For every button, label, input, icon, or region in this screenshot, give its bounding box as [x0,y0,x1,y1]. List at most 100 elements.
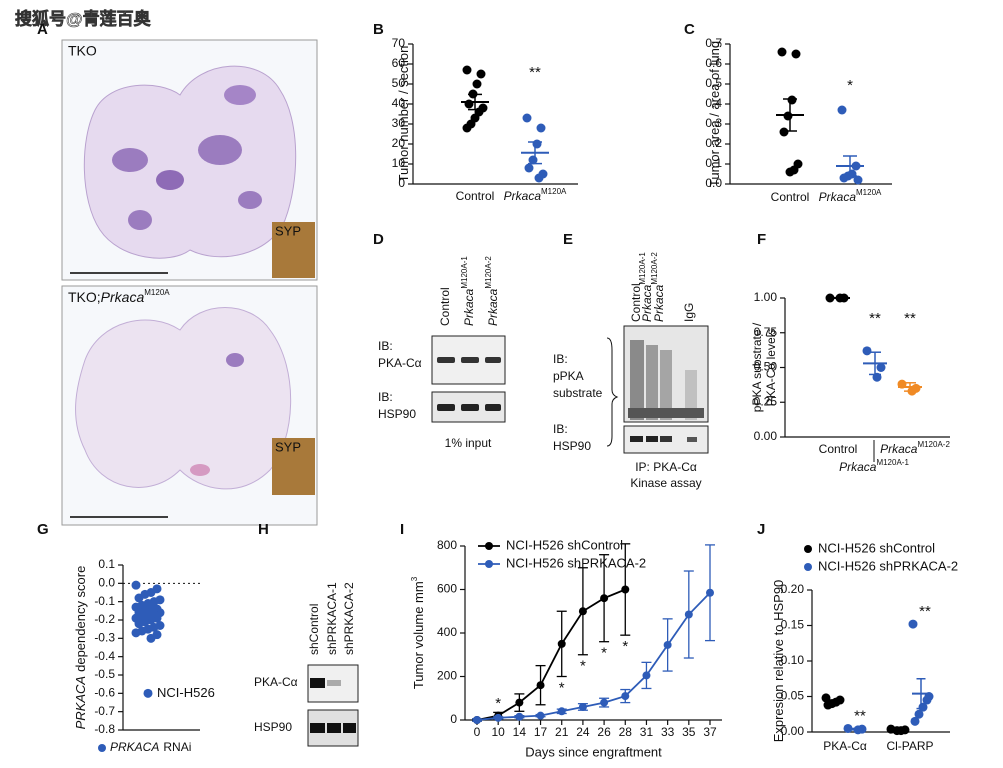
y-tick-label: 0.50 [754,360,778,374]
blot-e [606,325,709,454]
blot-h [307,664,359,747]
data-point [791,49,801,59]
data-point [134,619,144,629]
micrograph-top [61,39,318,281]
data-point [515,698,524,707]
panel-letter: B [373,21,384,38]
column-label: PrkacaM120A-1 [638,252,654,322]
data-point [131,580,141,590]
y-tick-label: 30 [392,116,406,130]
x-tick-label-part: M120A-1 [876,458,909,467]
y-tick-label: -0.6 [94,686,115,700]
y-tick-label: -0.2 [94,612,115,626]
data-point [473,716,481,724]
data-point [472,79,482,89]
x-tick-label: PrkacaM120A [819,188,882,204]
x-tick-label-part: M120A [856,188,882,197]
data-point [578,702,587,711]
data-point [777,47,787,57]
data-point [557,707,566,716]
y-tick-label: 20 [392,136,406,150]
y-axis-label: Expresion relative to HSP90 [771,580,786,743]
column-label-part: IgG [682,303,696,322]
y-tick-label: 0.1 [705,156,722,170]
y-tick-label: 60 [392,56,406,70]
legend-marker [485,560,493,568]
data-point [524,163,534,173]
annotation: * [495,695,501,712]
y-axis-label-part: Tumor number / section [396,46,411,183]
y-axis-label: Tumor volume mm3 [410,576,426,689]
micrograph-bottom [61,285,318,526]
x-tick-label: PKA-Cα [823,739,867,753]
legend-marker [804,545,812,553]
panel-letter: I [400,521,404,538]
y-tick-label: 400 [437,625,457,639]
y-axis-label-part: Tumor volume mm [411,581,426,689]
y-tick-label: 200 [437,669,457,683]
data-point [621,585,630,594]
highlight-point [143,688,153,698]
caption: Kinase assay [630,476,701,490]
column-label: PrkacaM120A-1 [460,256,476,326]
data-point [494,713,503,722]
annotation: * [559,679,565,696]
column-label: shControl [307,604,321,655]
series-line [476,588,626,721]
legend-label-part: PRKACA [110,740,159,754]
y-axis-label: pPKA substrate / [750,322,764,412]
row-label: PKA-Cα [378,356,422,370]
column-label-part: shPRKACA-1 [325,582,339,655]
x-tick-label: PrkacaM120A-1 [839,458,909,474]
annotation: ** [854,707,866,724]
row-label: IB: [553,352,568,366]
data-point [706,588,714,597]
panel-letter: J [757,521,765,538]
annotation: * [622,638,628,655]
annotation: ** [919,603,931,620]
y-axis-label-part: Tumor area / area of lung [707,41,722,187]
x-tick-label: PrkacaM120A [504,187,567,203]
x-tick-label: 26 [597,725,611,739]
data-point [839,173,849,183]
column-label-part: M120A-1 [460,256,469,289]
y-axis-label: Tumor number / section [396,46,411,183]
column-label: Control [629,283,643,322]
data-point [464,99,474,109]
data-point [536,711,545,720]
column-label-part: Control [438,287,452,326]
y-axis-label-part: Expresion relative to HSP90 [771,580,786,743]
y-tick-label: 0.4 [705,96,722,110]
row-label: PKA-Cα [254,675,298,689]
caption: IP: PKA-Cα [635,460,697,474]
y-tick-label: 50 [392,76,406,90]
x-tick-label: 37 [703,725,717,739]
panel-letter: C [684,21,695,38]
micrograph-label: TKO;PrkacaM120A [68,288,170,305]
x-tick-label: 31 [640,725,654,739]
row-label: IB: [553,422,568,436]
y-axis-label: PKA-Cα levels [764,329,778,407]
y-axis-label-part: PRKACA [73,676,88,729]
data-point [779,127,789,137]
data-point [578,607,587,616]
column-label: PrkacaM120A-2 [484,256,500,326]
legend-label: PRKACA RNAi [110,740,191,754]
x-tick-label-part: Prkaca [880,442,918,456]
column-label: shPRKACA-1 [325,582,339,655]
column-label: PrkacaM120A-2 [650,252,666,322]
data-point [536,123,546,133]
x-tick-label: 35 [682,725,696,739]
data-point [642,671,651,680]
column-label-part: Control [629,283,643,322]
data-point [476,69,486,79]
annotation: * [847,77,853,94]
row-label: pPKA [553,369,584,383]
caption: 1% input [445,436,492,450]
data-point [536,681,545,690]
x-tick-label: Control [456,189,495,203]
y-tick-label: 40 [392,96,406,110]
legend-label: NCI-H526 shPRKACA-2 [506,555,646,570]
y-axis-label-part: 3 [410,576,419,581]
